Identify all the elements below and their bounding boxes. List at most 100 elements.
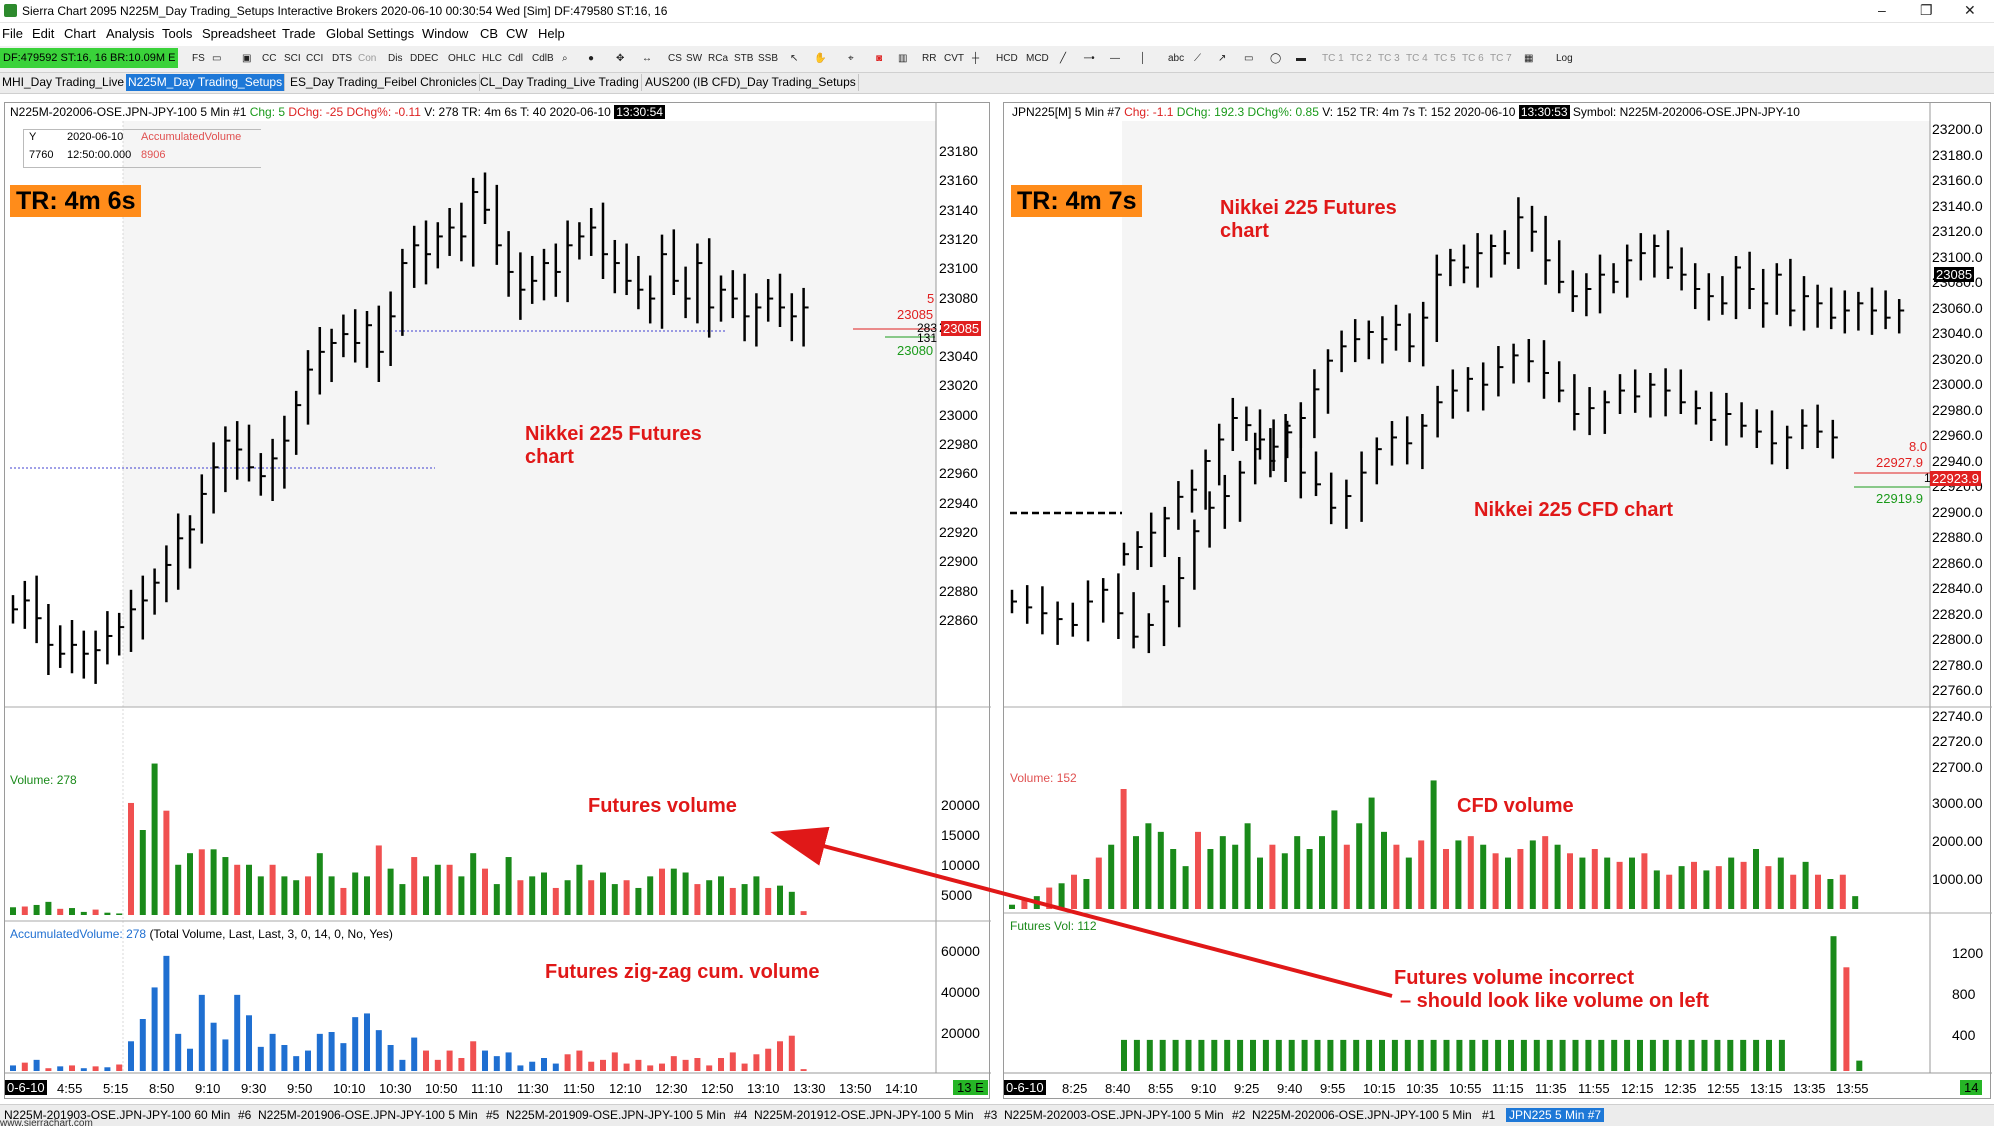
fib-tool-icon[interactable]: ⟋ (1194, 53, 1201, 64)
tab-n225m[interactable]: N225M_Day Trading_Setups (126, 74, 286, 91)
toolbar-tc7-button[interactable]: TC 7 (1490, 53, 1512, 64)
hline-tool-icon[interactable]: — (1110, 53, 1120, 64)
toolbar-tc5-button[interactable]: TC 5 (1434, 53, 1456, 64)
bottom-tab-7[interactable]: #3 (984, 1108, 998, 1122)
toolbar-tc3-button[interactable]: TC 3 (1378, 53, 1400, 64)
left-chart-canvas[interactable] (5, 103, 991, 1100)
toolbar-sci-button[interactable]: SCI (284, 53, 301, 64)
toolbar-cdlb-button[interactable]: CdlB (532, 53, 554, 64)
right-volume-bar (1083, 879, 1090, 909)
right-chart[interactable]: JPN225[M] 5 Min #7 Chg: -1.1 DChg: 192.3… (1003, 102, 1992, 1100)
line-tool-icon[interactable]: ╱ (1060, 53, 1067, 64)
bottom-tab-11[interactable]: #1 (1482, 1108, 1496, 1122)
toolbar-cdl-button[interactable]: Cdl (508, 53, 524, 64)
toolbar-log-button[interactable]: Log (1556, 53, 1573, 64)
menu-help[interactable]: Help (538, 26, 565, 41)
menu-cw[interactable]: CW (506, 26, 528, 41)
bottom-tab-5[interactable]: #4 (734, 1108, 748, 1122)
tab-cl[interactable]: CL_Day Trading_Live Trading (478, 74, 642, 91)
vline-tool-icon[interactable]: │ (1140, 53, 1147, 64)
pointer-icon[interactable]: ↖ (790, 53, 799, 64)
toolbar-stb-button[interactable]: STB (734, 53, 754, 64)
record-icon[interactable]: ◙ (876, 53, 883, 64)
toolbar-cc-button[interactable]: CC (262, 53, 277, 64)
menu-window[interactable]: Window (422, 26, 469, 41)
toolbar-tc6-button[interactable]: TC 6 (1462, 53, 1484, 64)
menu-spreadsheet[interactable]: Spreadsheet (202, 26, 276, 41)
menu-trade[interactable]: Trade (282, 26, 316, 41)
toolbar-con-button[interactable]: Con (358, 53, 377, 64)
menu-chart[interactable]: Chart (64, 26, 96, 41)
move-icon[interactable]: ✥ (616, 53, 625, 64)
toolbar-dts-button[interactable]: DTS (332, 53, 352, 64)
restore-icon[interactable]: ❐ (1920, 2, 1933, 18)
menu-global-settings[interactable]: Global Settings (326, 26, 415, 41)
toolbar-sw-button[interactable]: SW (686, 53, 703, 64)
minimize-icon[interactable]: – (1878, 2, 1886, 18)
toolbar-tc1-button[interactable]: TC 1 (1322, 53, 1344, 64)
left-volume-bar (505, 857, 512, 915)
bottom-tab-6[interactable]: N225M-201912-OSE.JPN-JPY-100 5 Min (754, 1108, 974, 1122)
toolbar-abc-button[interactable]: abc (1168, 53, 1185, 64)
right-futvol-bar (1224, 1039, 1231, 1071)
toolbar-ssb-button[interactable]: SSB (758, 53, 779, 64)
toolbar-cvt-button[interactable]: CVT (944, 53, 964, 64)
bottom-tab-10[interactable]: N225M-202006-OSE.JPN-JPY-100 5 Min (1252, 1108, 1472, 1122)
toolbar-rca-button[interactable]: RCa (708, 53, 729, 64)
right-chart-canvas[interactable] (1004, 103, 1992, 1100)
bottom-tab-4[interactable]: N225M-201909-OSE.JPN-JPY-100 5 Min (506, 1108, 726, 1122)
ellipse-tool-icon[interactable]: ◯ (1270, 53, 1282, 64)
pan-icon[interactable]: ↔ (642, 53, 652, 64)
bottom-tab-2[interactable]: N225M-201906-OSE.JPN-JPY-100 5 Min (258, 1108, 478, 1122)
zoom-out-icon[interactable]: ● (588, 53, 595, 64)
menu-analysis[interactable]: Analysis (106, 26, 155, 41)
tab-es[interactable]: ES_Day Trading_Feibel Chronicles (288, 74, 480, 91)
arrow-tool-icon[interactable]: ↗ (1218, 53, 1227, 64)
bottom-tab-0[interactable]: N225M-201903-OSE.JPN-JPY-100 60 Min (4, 1108, 231, 1122)
bottom-tab-12[interactable]: JPN225 5 Min #7 (1506, 1108, 1605, 1122)
menu-cb[interactable]: CB (480, 26, 499, 41)
toolbar-ddec-button[interactable]: DDEC (410, 53, 439, 64)
cursor-icon[interactable]: ⌖ (848, 53, 854, 64)
right-volume-bar (1405, 857, 1412, 909)
toolbar-rr-button[interactable]: RR (922, 53, 937, 64)
left-accum-bar (246, 1015, 252, 1071)
toolbar-cci-button[interactable]: CCI (306, 53, 324, 64)
bottom-tab-9[interactable]: #2 (1232, 1108, 1246, 1122)
toolbar-ohlc-button[interactable]: OHLC (448, 53, 476, 64)
toolbar-hlc-button[interactable]: HLC (482, 53, 503, 64)
bottom-tab-1[interactable]: #6 (238, 1108, 252, 1122)
menu-tools[interactable]: Tools (162, 26, 193, 41)
bottom-tab-3[interactable]: #5 (486, 1108, 500, 1122)
menu-file[interactable]: File (2, 26, 23, 41)
toolbar-tc4-button[interactable]: TC 4 (1406, 53, 1428, 64)
save-icon[interactable]: ▣ (242, 53, 252, 64)
bottom-tab-8[interactable]: N225M-202003-OSE.JPN-JPY-100 5 Min (1004, 1108, 1224, 1122)
left-chart[interactable]: N225M-202006-OSE.JPN-JPY-100 5 Min #1 Ch… (4, 102, 991, 1100)
right-volume-bar (1455, 840, 1462, 909)
chart-icon[interactable]: ▥ (898, 53, 908, 64)
toolbar-mcd-button[interactable]: MCD (1026, 53, 1049, 64)
tab-aus200[interactable]: AUS200 (IB CFD)_Day Trading_Setups (643, 74, 859, 91)
toolbar-cs-button[interactable]: CS (668, 53, 682, 64)
ray-tool-icon[interactable]: ─• (1084, 53, 1095, 64)
rectangle-tool-icon[interactable]: ▭ (1244, 53, 1254, 64)
toolbar-tc2-button[interactable]: TC 2 (1350, 53, 1372, 64)
left-volume-bar (328, 876, 335, 915)
calculator-icon[interactable]: ▦ (1524, 53, 1534, 64)
menu-edit[interactable]: Edit (32, 26, 55, 41)
tab-mhi[interactable]: MHI_Day Trading_Live (0, 74, 128, 91)
left-time-remaining: TR: 4m 6s (10, 185, 142, 217)
left-yticks-tick: 22880 (939, 582, 978, 599)
zoom-icon[interactable]: ⌕ (562, 53, 568, 64)
right-volume-bar (1381, 831, 1387, 909)
close-icon[interactable]: ✕ (1964, 2, 1976, 18)
open-icon[interactable]: ▭ (212, 53, 222, 64)
hand-icon[interactable]: ✋ (814, 53, 827, 64)
marker-tool-icon[interactable]: ▬ (1296, 53, 1306, 64)
toolbar-dis-button[interactable]: Dis (388, 53, 403, 64)
toolbar-hcd-button[interactable]: HCD (996, 53, 1018, 64)
toolbar-fs-button[interactable]: FS (192, 53, 205, 64)
right-futvol-label: Futures Vol: 112 (1010, 919, 1097, 933)
crosshair-icon[interactable]: ┼ (972, 53, 980, 64)
